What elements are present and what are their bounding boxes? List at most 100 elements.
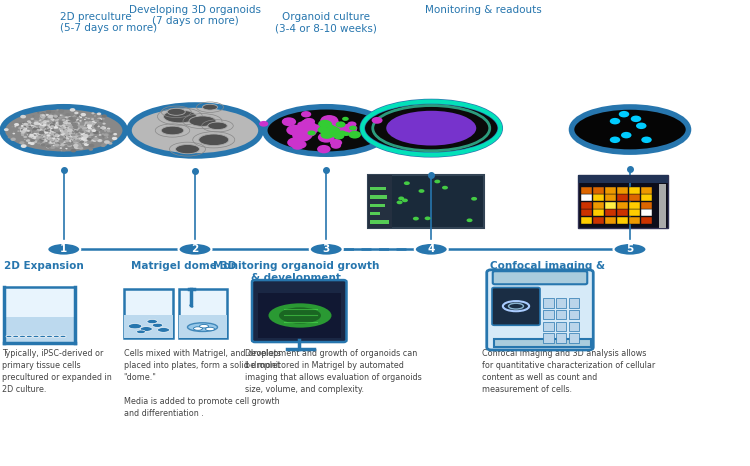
Circle shape xyxy=(84,139,86,140)
Circle shape xyxy=(81,137,86,140)
Circle shape xyxy=(71,137,75,140)
Circle shape xyxy=(53,132,56,134)
Circle shape xyxy=(46,135,50,138)
Circle shape xyxy=(60,139,63,141)
Circle shape xyxy=(80,130,85,133)
Circle shape xyxy=(92,130,94,131)
Circle shape xyxy=(104,133,109,137)
Circle shape xyxy=(434,179,440,183)
Circle shape xyxy=(51,129,55,131)
Circle shape xyxy=(68,127,72,130)
Circle shape xyxy=(44,137,49,140)
Circle shape xyxy=(53,120,58,123)
Circle shape xyxy=(58,116,64,120)
Circle shape xyxy=(52,138,54,140)
Circle shape xyxy=(55,128,56,130)
Circle shape xyxy=(83,140,85,141)
Circle shape xyxy=(10,137,16,141)
Bar xyxy=(604,194,616,201)
Circle shape xyxy=(48,129,52,131)
Circle shape xyxy=(82,126,87,130)
Circle shape xyxy=(76,135,80,137)
FancyBboxPatch shape xyxy=(124,289,172,338)
Circle shape xyxy=(318,132,334,143)
Circle shape xyxy=(65,131,68,133)
Circle shape xyxy=(94,119,99,122)
Circle shape xyxy=(50,140,52,141)
Circle shape xyxy=(34,120,35,121)
FancyBboxPatch shape xyxy=(487,270,593,350)
Ellipse shape xyxy=(268,303,332,328)
Circle shape xyxy=(65,128,68,130)
Circle shape xyxy=(79,116,81,117)
Circle shape xyxy=(75,123,81,127)
Circle shape xyxy=(64,130,65,131)
Bar xyxy=(616,217,628,224)
Circle shape xyxy=(34,122,39,125)
Circle shape xyxy=(51,131,53,132)
Circle shape xyxy=(56,137,58,139)
Circle shape xyxy=(40,121,44,123)
Circle shape xyxy=(65,137,69,140)
Circle shape xyxy=(40,112,45,115)
Circle shape xyxy=(58,130,62,131)
Circle shape xyxy=(332,129,338,133)
Circle shape xyxy=(63,126,65,127)
Circle shape xyxy=(39,117,41,118)
Circle shape xyxy=(53,130,58,134)
Circle shape xyxy=(86,141,92,144)
Circle shape xyxy=(67,118,72,121)
Circle shape xyxy=(60,120,65,124)
Text: Developing 3D organoids
(7 days or more): Developing 3D organoids (7 days or more) xyxy=(129,5,261,26)
Circle shape xyxy=(29,124,33,126)
Circle shape xyxy=(39,129,40,130)
Circle shape xyxy=(69,133,73,136)
Circle shape xyxy=(50,124,53,126)
Circle shape xyxy=(49,129,54,131)
Circle shape xyxy=(56,125,60,128)
Circle shape xyxy=(26,130,32,133)
Circle shape xyxy=(67,132,72,135)
Circle shape xyxy=(49,136,52,138)
Circle shape xyxy=(70,121,74,124)
Bar xyxy=(543,310,554,319)
Circle shape xyxy=(79,131,85,135)
Circle shape xyxy=(82,123,86,125)
Circle shape xyxy=(65,122,69,123)
Circle shape xyxy=(63,130,67,132)
Circle shape xyxy=(66,127,68,128)
Circle shape xyxy=(42,130,45,132)
Circle shape xyxy=(85,117,88,119)
Circle shape xyxy=(64,126,67,128)
Circle shape xyxy=(65,123,69,125)
Circle shape xyxy=(64,139,69,143)
Circle shape xyxy=(82,137,88,140)
Circle shape xyxy=(70,124,74,126)
Circle shape xyxy=(92,137,98,140)
Circle shape xyxy=(40,123,43,124)
Circle shape xyxy=(103,135,105,137)
Circle shape xyxy=(106,130,110,132)
Circle shape xyxy=(397,200,403,204)
Circle shape xyxy=(282,117,296,126)
Circle shape xyxy=(39,121,41,122)
Circle shape xyxy=(68,133,70,134)
Circle shape xyxy=(57,118,62,121)
Text: 1: 1 xyxy=(60,244,68,254)
Circle shape xyxy=(64,139,69,142)
Ellipse shape xyxy=(362,102,500,155)
Circle shape xyxy=(102,135,107,138)
Circle shape xyxy=(34,137,40,141)
Circle shape xyxy=(26,139,30,142)
Circle shape xyxy=(69,143,73,145)
Circle shape xyxy=(40,118,44,121)
Circle shape xyxy=(72,132,76,135)
Circle shape xyxy=(77,129,79,130)
Circle shape xyxy=(46,145,51,148)
Ellipse shape xyxy=(33,336,39,337)
Circle shape xyxy=(84,133,88,135)
Circle shape xyxy=(30,125,32,126)
Circle shape xyxy=(62,114,65,116)
Circle shape xyxy=(40,123,43,125)
Text: Confocal imaging and 3D analysis allows
for quantitative characterization of cel: Confocal imaging and 3D analysis allows … xyxy=(482,350,656,394)
